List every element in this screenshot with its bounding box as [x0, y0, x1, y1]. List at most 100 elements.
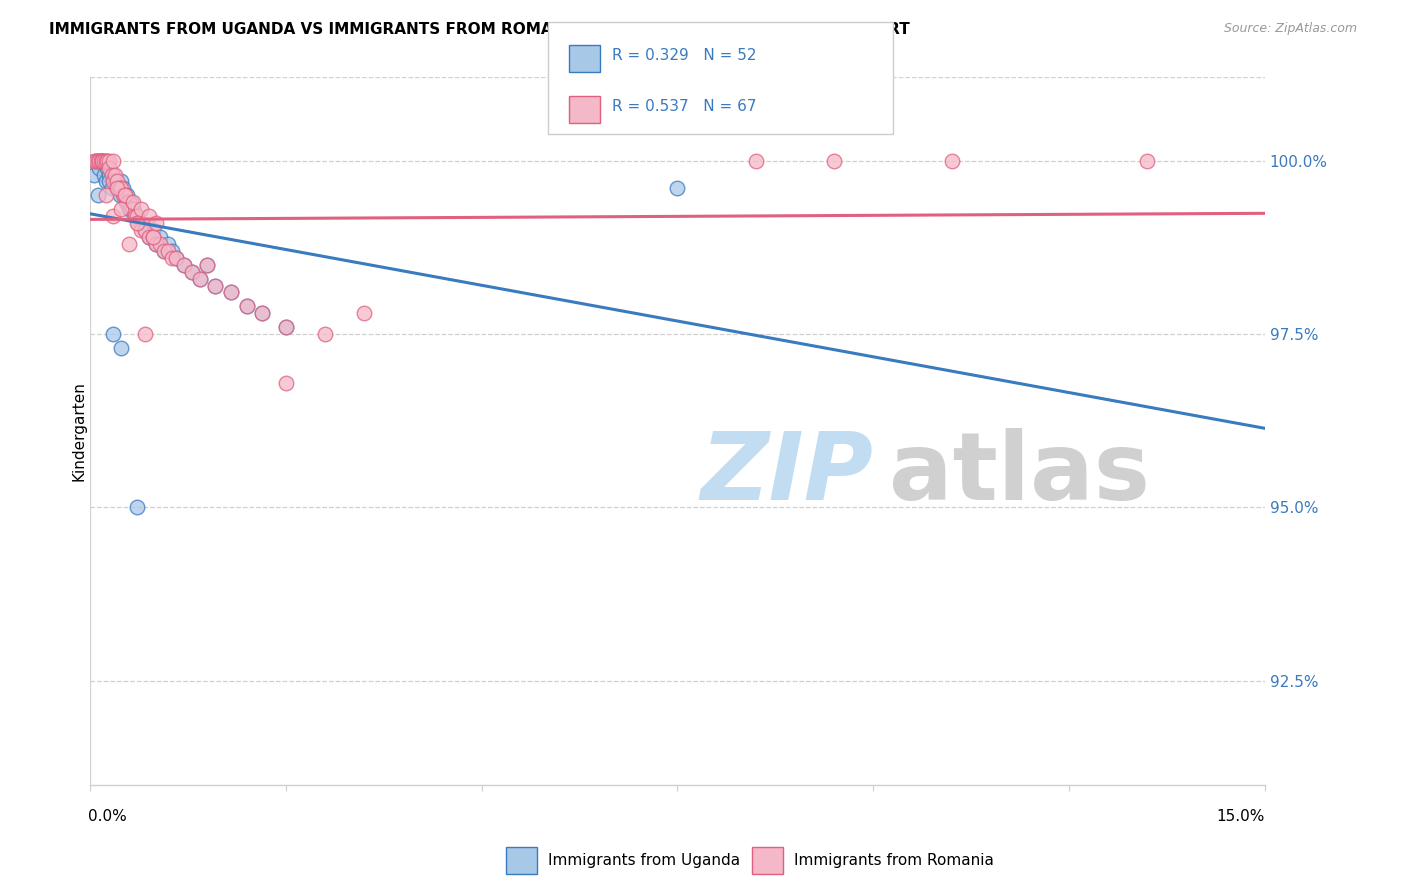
Point	[149, 236, 172, 251]
Point	[108, 181, 131, 195]
Point	[204, 278, 226, 293]
Point	[104, 174, 127, 188]
Point	[165, 251, 187, 265]
Point	[125, 209, 148, 223]
Point	[353, 306, 375, 320]
Point	[122, 195, 145, 210]
Point	[98, 161, 121, 175]
Point	[101, 168, 124, 182]
Text: 0.0%: 0.0%	[89, 809, 127, 824]
Point	[314, 327, 336, 342]
Point	[94, 188, 117, 202]
Point	[125, 500, 148, 515]
Point	[105, 174, 128, 188]
Text: 15.0%: 15.0%	[1216, 809, 1265, 824]
Point	[153, 244, 176, 258]
Point	[134, 223, 156, 237]
Point	[188, 271, 211, 285]
Point	[120, 202, 142, 217]
Point	[105, 181, 128, 195]
Point	[823, 153, 845, 168]
Point	[141, 230, 163, 244]
Point	[91, 153, 114, 168]
Point	[93, 153, 115, 168]
Point	[165, 251, 187, 265]
Point	[103, 153, 125, 168]
Point	[160, 244, 183, 258]
Point	[101, 181, 124, 195]
Text: ZIP: ZIP	[700, 427, 873, 520]
Point	[124, 209, 146, 223]
Point	[103, 327, 125, 342]
Point	[141, 230, 163, 244]
Point	[138, 230, 160, 244]
Point	[180, 265, 202, 279]
Point	[120, 195, 142, 210]
Point	[93, 168, 115, 182]
Point	[97, 153, 120, 168]
Point	[110, 174, 132, 188]
Point	[173, 258, 195, 272]
Point	[90, 153, 112, 168]
Point	[115, 195, 138, 210]
Point	[219, 285, 242, 300]
Point	[118, 236, 141, 251]
Text: Source: ZipAtlas.com: Source: ZipAtlas.com	[1223, 22, 1357, 36]
Point	[1136, 153, 1159, 168]
Text: R = 0.537   N = 67: R = 0.537 N = 67	[612, 99, 756, 114]
Point	[83, 153, 105, 168]
Point	[219, 285, 242, 300]
Point	[118, 195, 141, 210]
Point	[96, 161, 118, 175]
Text: IMMIGRANTS FROM UGANDA VS IMMIGRANTS FROM ROMANIA KINDERGARTEN CORRELATION CHART: IMMIGRANTS FROM UGANDA VS IMMIGRANTS FRO…	[49, 22, 910, 37]
Text: atlas: atlas	[889, 427, 1150, 520]
Point	[941, 153, 963, 168]
Point	[138, 230, 160, 244]
Point	[149, 230, 172, 244]
Point	[195, 258, 218, 272]
Point	[274, 320, 297, 334]
Point	[122, 202, 145, 217]
Point	[90, 153, 112, 168]
Point	[110, 181, 132, 195]
Point	[157, 244, 180, 258]
Point	[110, 202, 132, 217]
Point	[90, 153, 112, 168]
Point	[118, 202, 141, 217]
Point	[89, 161, 111, 175]
Point	[117, 195, 139, 210]
Point	[157, 236, 180, 251]
Point	[125, 209, 148, 223]
Point	[104, 168, 127, 182]
Point	[94, 153, 117, 168]
Point	[103, 168, 125, 182]
Point	[145, 236, 167, 251]
Point	[180, 265, 202, 279]
Point	[83, 168, 105, 182]
Point	[274, 320, 297, 334]
Point	[103, 174, 125, 188]
Point	[138, 209, 160, 223]
Point	[122, 202, 145, 217]
Point	[114, 188, 136, 202]
Point	[141, 223, 163, 237]
Point	[134, 327, 156, 342]
Point	[86, 153, 108, 168]
Point	[84, 153, 107, 168]
Point	[91, 153, 114, 168]
Point	[134, 223, 156, 237]
Point	[98, 174, 121, 188]
Point	[127, 216, 149, 230]
Point	[129, 223, 152, 237]
Point	[160, 251, 183, 265]
Point	[94, 153, 117, 168]
Point	[86, 188, 108, 202]
Point	[86, 153, 108, 168]
Point	[114, 188, 136, 202]
Point	[129, 202, 152, 217]
Point	[89, 153, 111, 168]
Point	[235, 299, 257, 313]
Point	[96, 153, 118, 168]
Point	[145, 216, 167, 230]
Point	[103, 209, 125, 223]
